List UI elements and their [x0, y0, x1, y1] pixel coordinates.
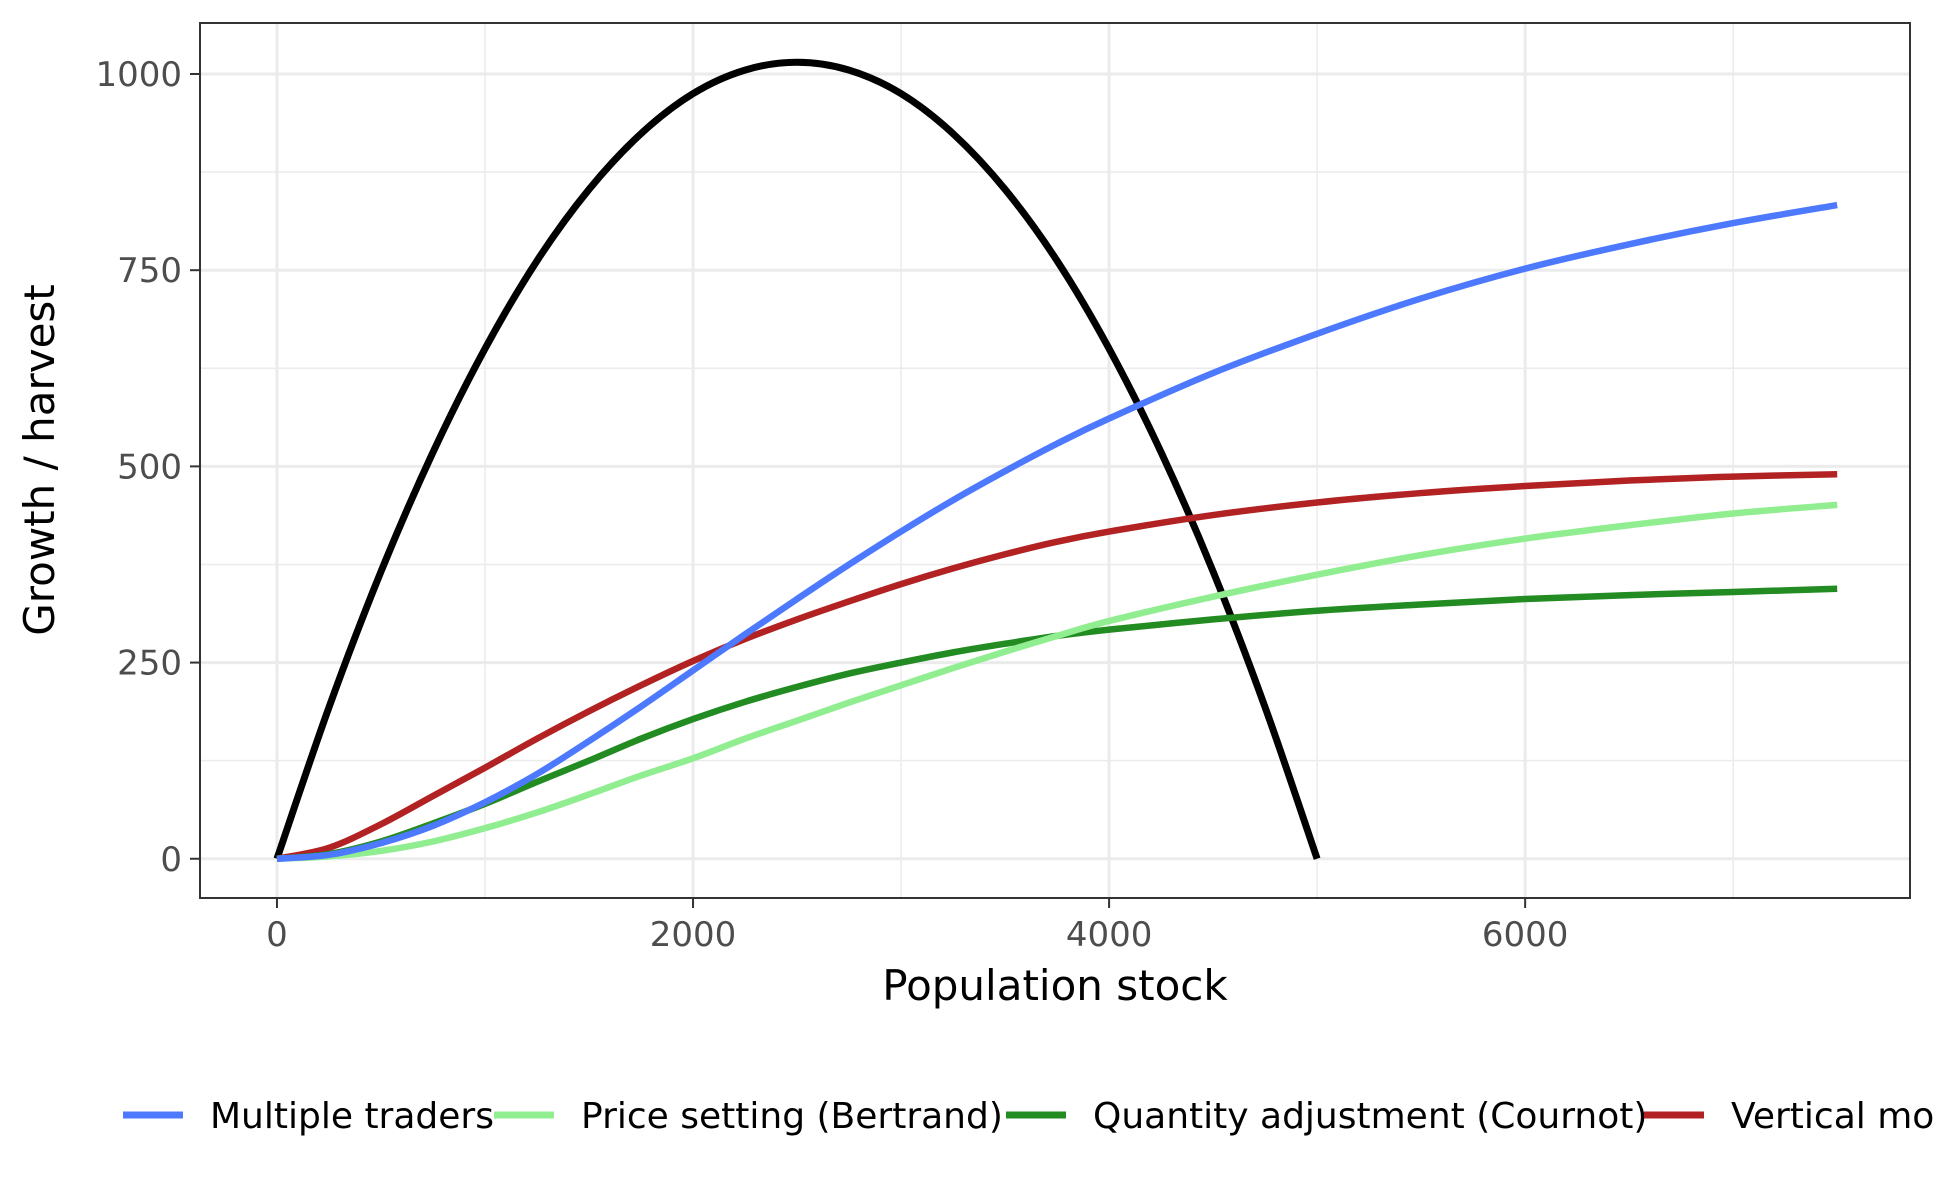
y-tick-label: 750	[117, 251, 182, 291]
minor-gridlines	[200, 23, 1910, 898]
x-tick-label: 2000	[650, 915, 737, 955]
x-axis-ticks: 0 2000 4000 6000	[266, 898, 1568, 955]
legend-label: Quantity adjustment (Cournot)	[1093, 1096, 1647, 1137]
series-line-price-setting-bertrand	[276, 501, 1838, 863]
growth-curve-line	[273, 58, 1321, 860]
y-axis-title: Growth / harvest	[15, 284, 64, 636]
y-tick-label: 0	[160, 840, 182, 880]
legend-label: Vertical monopoly	[1731, 1096, 1937, 1137]
y-tick-label: 250	[117, 644, 182, 684]
x-tick-label: 0	[266, 915, 288, 955]
major-gridlines	[200, 23, 1910, 898]
panel-border	[199, 22, 1911, 899]
y-tick-label: 500	[117, 447, 182, 487]
y-tick-label: 1000	[95, 55, 182, 95]
y-axis-ticks: 0 250 500 750 1000	[95, 55, 200, 880]
x-tick-label: 6000	[1482, 915, 1569, 955]
series-line-multiple-traders	[276, 201, 1838, 863]
chart-legend: Multiple traders Price setting (Bertrand)…	[123, 1096, 1937, 1137]
x-tick-label: 4000	[1066, 915, 1153, 955]
series-line-vertical-monopoly	[276, 470, 1838, 862]
legend-label: Multiple traders	[210, 1096, 494, 1137]
legend-label: Price setting (Bertrand)	[581, 1096, 1003, 1137]
plot-lines	[273, 58, 1838, 863]
x-axis-title: Population stock	[882, 961, 1228, 1010]
